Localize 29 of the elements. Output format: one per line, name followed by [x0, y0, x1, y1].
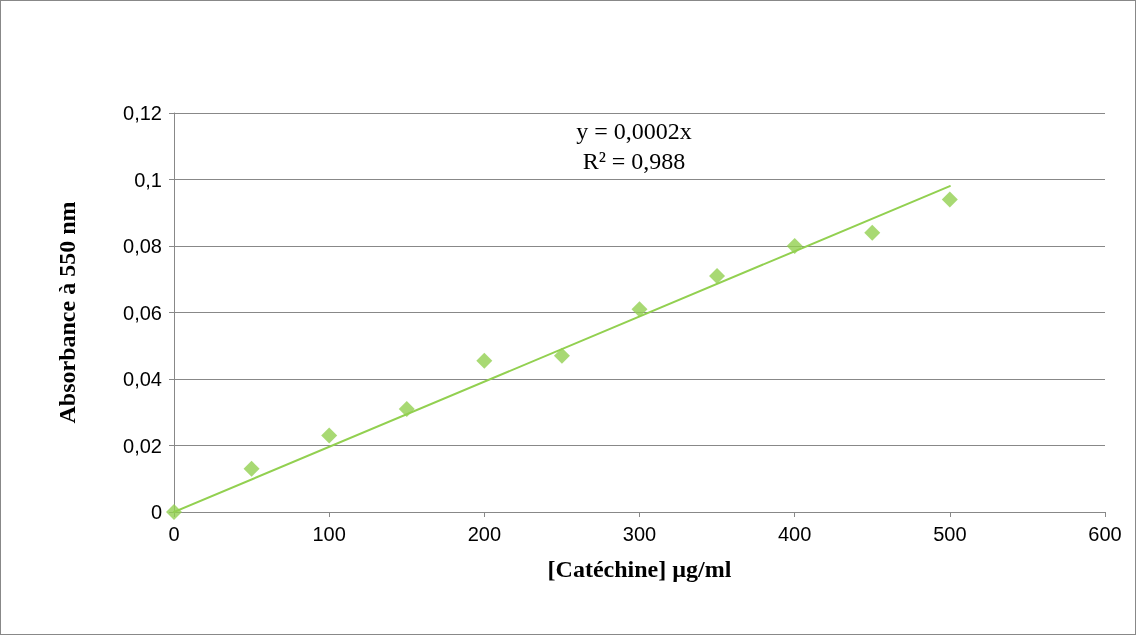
x-tick-label: 600 — [1088, 523, 1122, 545]
y-tick-label: 0,08 — [123, 235, 162, 257]
point — [864, 224, 881, 241]
point — [398, 400, 415, 417]
annotation: R² = 0,988 — [582, 148, 686, 174]
x-tick-label: 500 — [933, 523, 967, 545]
x-tick-label: 0 — [168, 523, 180, 545]
point — [941, 191, 958, 208]
point — [631, 301, 648, 318]
point — [553, 347, 570, 364]
y-tick-label: 0,02 — [123, 434, 162, 457]
y-tick-label: 0,04 — [123, 368, 162, 390]
x-tick-label: 300 — [622, 523, 657, 545]
point — [166, 504, 182, 520]
y-tick-label: 0,06 — [123, 301, 162, 324]
annotation: y = 0,0002x — [576, 118, 692, 144]
x-axis-title: [Catéchine] µg/ml — [547, 556, 732, 582]
y-tick-label: 0,1 — [134, 168, 162, 191]
y-axis-title: Absorbance à 550 nm — [54, 201, 80, 424]
point — [476, 352, 493, 369]
y-tick-label: 0,12 — [123, 102, 162, 124]
x-tick-label: 400 — [777, 523, 812, 545]
y-tick-label: 0 — [150, 501, 162, 523]
point — [709, 267, 726, 284]
x-tick-label: 200 — [467, 523, 502, 545]
x-tick-label: 100 — [312, 523, 346, 545]
point — [786, 238, 803, 254]
point — [321, 427, 338, 444]
point — [243, 460, 260, 477]
